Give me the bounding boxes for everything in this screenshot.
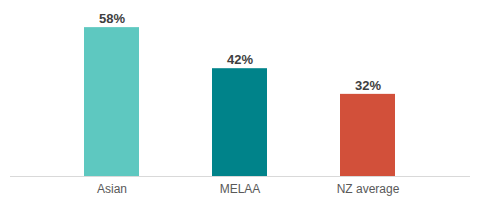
svg-text:MELAA: MELAA bbox=[220, 182, 261, 196]
svg-text:32%: 32% bbox=[355, 78, 381, 93]
svg-text:42%: 42% bbox=[227, 52, 253, 67]
svg-text:Asian: Asian bbox=[97, 182, 127, 196]
svg-text:58%: 58% bbox=[99, 11, 125, 26]
svg-text:NZ average: NZ average bbox=[337, 182, 400, 196]
